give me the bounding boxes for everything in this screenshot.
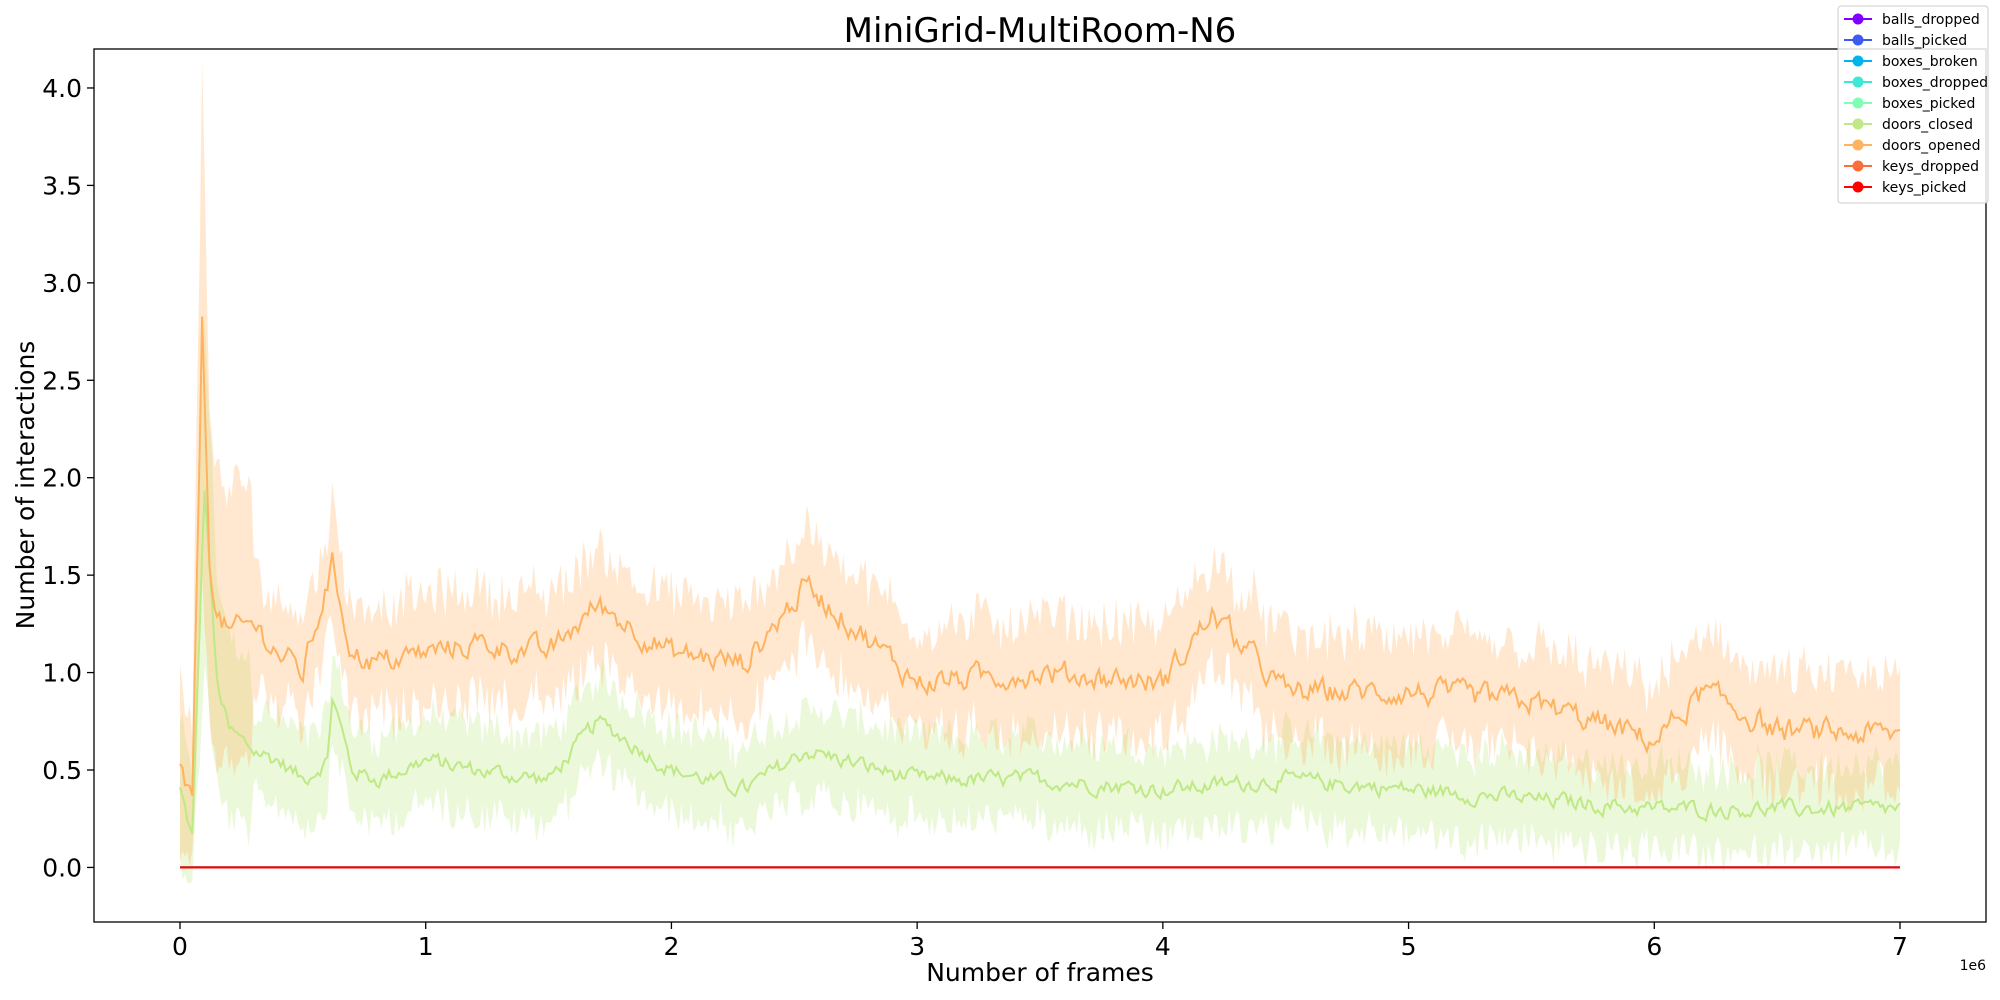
legend-marker-boxes_picked	[1852, 97, 1864, 109]
x-tick-label: 3	[909, 932, 925, 961]
legend-marker-keys_picked	[1852, 181, 1864, 193]
legend-frame	[1837, 5, 1989, 204]
y-tick-label: 2.0	[42, 464, 82, 493]
x-axis: 0 1 2 3 4 5 6 7	[172, 922, 1908, 961]
x-tick-label: 2	[663, 932, 679, 961]
series-line-doors_closed	[179, 490, 1901, 835]
y-tick-label: 1.5	[42, 561, 82, 590]
legend-marker-boxes_dropped	[1852, 76, 1864, 88]
y-axis: 0.0 0.5 1.0 1.5 2.0 2.5 3.0 3.5 4.0	[42, 74, 94, 882]
legend-marker-balls_dropped	[1852, 13, 1864, 25]
legend-label-boxes_dropped: boxes_dropped	[1882, 75, 1988, 91]
y-tick-label: 4.0	[42, 74, 82, 103]
confidence-bands	[180, 61, 1900, 884]
y-tick-label: 3.5	[42, 171, 82, 200]
legend-marker-doors_closed	[1852, 118, 1864, 130]
series-lines	[179, 316, 1901, 869]
legend-label-boxes_broken: boxes_broken	[1882, 54, 1978, 70]
x-axis-label: Number of frames	[926, 958, 1154, 987]
x-tick-label: 1	[418, 932, 434, 961]
band-doors_closed	[180, 315, 1900, 884]
legend-marker-doors_opened	[1852, 139, 1864, 151]
x-tick-label: 4	[1155, 932, 1171, 961]
y-tick-label: 0.5	[42, 756, 82, 785]
x-tick-label: 0	[172, 932, 188, 961]
y-tick-label: 0.0	[42, 853, 82, 882]
legend: balls_dropped balls_picked boxes_brokenbox…	[1837, 5, 1989, 204]
legend-label-doors_opened: doors_opened	[1882, 138, 1981, 154]
series-line-doors_opened	[179, 316, 1901, 796]
y-axis-label: Number of interactions	[11, 341, 40, 630]
x-tick-label: 5	[1401, 932, 1417, 961]
legend-label-keys_dropped: keys_dropped	[1882, 159, 1979, 175]
legend-label-doors_closed: doors_closed	[1882, 117, 1973, 133]
x-tick-label: 6	[1646, 932, 1662, 961]
band-doors_opened	[180, 61, 1900, 867]
legend-marker-keys_dropped	[1852, 160, 1864, 172]
legend-marker-balls_picked	[1852, 34, 1864, 46]
plot-frame	[93, 48, 1987, 923]
y-tick-label: 1.0	[42, 659, 82, 688]
x-tick-label: 7	[1892, 932, 1908, 961]
legend-label-boxes_picked: boxes_picked	[1882, 96, 1975, 112]
legend-label-keys_picked: keys_picked	[1882, 180, 1966, 196]
chart-title: MiniGrid-MultiRoom-N6	[844, 11, 1237, 51]
y-tick-label: 3.0	[42, 269, 82, 298]
x-offset-label: 1e6	[1960, 958, 1987, 974]
legend-marker-boxes_broken	[1852, 55, 1864, 67]
legend-label-balls_dropped: balls_dropped	[1882, 12, 1980, 28]
y-tick-label: 2.5	[42, 366, 82, 395]
legend-label-balls_picked: balls_picked	[1882, 33, 1967, 49]
